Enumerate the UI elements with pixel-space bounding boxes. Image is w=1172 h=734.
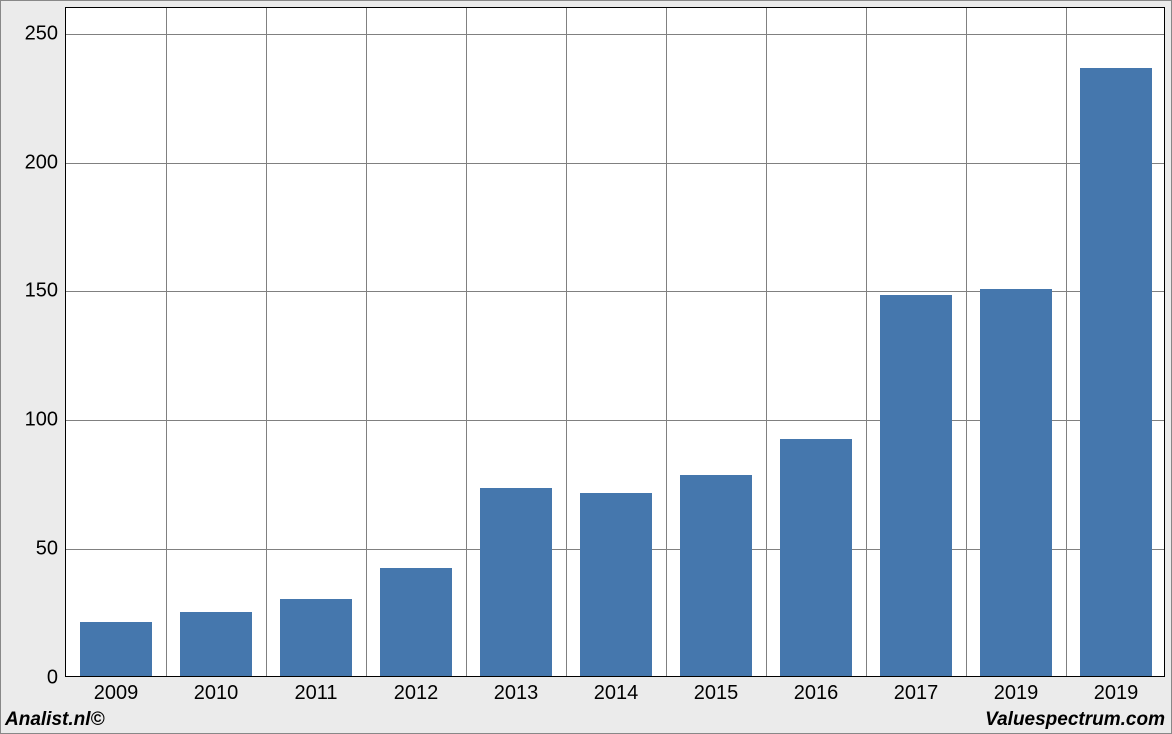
bar (280, 599, 352, 676)
y-tick-label: 200 (25, 151, 58, 174)
x-tick-label: 2019 (994, 682, 1039, 705)
gridline-vertical (1066, 8, 1067, 676)
chart-container: 0 50 100 150 200 250 2009 2010 2011 2012 2013 2014 2… (0, 0, 1172, 734)
x-tick-label: 2014 (594, 682, 639, 705)
x-tick-label: 2019 (1094, 682, 1139, 705)
x-tick-label: 2016 (794, 682, 839, 705)
x-tick-label: 2012 (394, 682, 439, 705)
bar (880, 295, 952, 676)
x-tick-label: 2009 (94, 682, 139, 705)
gridline-horizontal (66, 34, 1164, 35)
bar (980, 289, 1052, 676)
x-tick-label: 2011 (294, 682, 337, 705)
x-tick-label: 2015 (694, 682, 739, 705)
gridline-vertical (266, 8, 267, 676)
bar (1080, 68, 1152, 676)
gridline-vertical (866, 8, 867, 676)
bar (480, 488, 552, 676)
gridline-vertical (966, 8, 967, 676)
x-tick-label: 2010 (194, 682, 239, 705)
gridline-horizontal (66, 163, 1164, 164)
y-tick-label: 100 (25, 409, 58, 432)
footer-right: Valuespectrum.com (985, 709, 1165, 731)
footer-left: Analist.nl© (5, 709, 105, 731)
y-tick-label: 150 (25, 280, 58, 303)
bar (180, 612, 252, 676)
bar (80, 622, 152, 676)
x-tick-label: 2017 (894, 682, 939, 705)
y-tick-label: 250 (25, 22, 58, 45)
bar (680, 475, 752, 676)
gridline-vertical (766, 8, 767, 676)
y-tick-label: 50 (36, 538, 58, 561)
gridline-vertical (366, 8, 367, 676)
gridline-vertical (466, 8, 467, 676)
bar (780, 439, 852, 676)
gridline-vertical (566, 8, 567, 676)
gridline-vertical (166, 8, 167, 676)
y-tick-label: 0 (47, 667, 58, 690)
x-tick-label: 2013 (494, 682, 539, 705)
plot-area: 0501001502002502009201020112012201320142… (65, 7, 1165, 677)
gridline-vertical (666, 8, 667, 676)
bar (580, 493, 652, 676)
bar (380, 568, 452, 676)
